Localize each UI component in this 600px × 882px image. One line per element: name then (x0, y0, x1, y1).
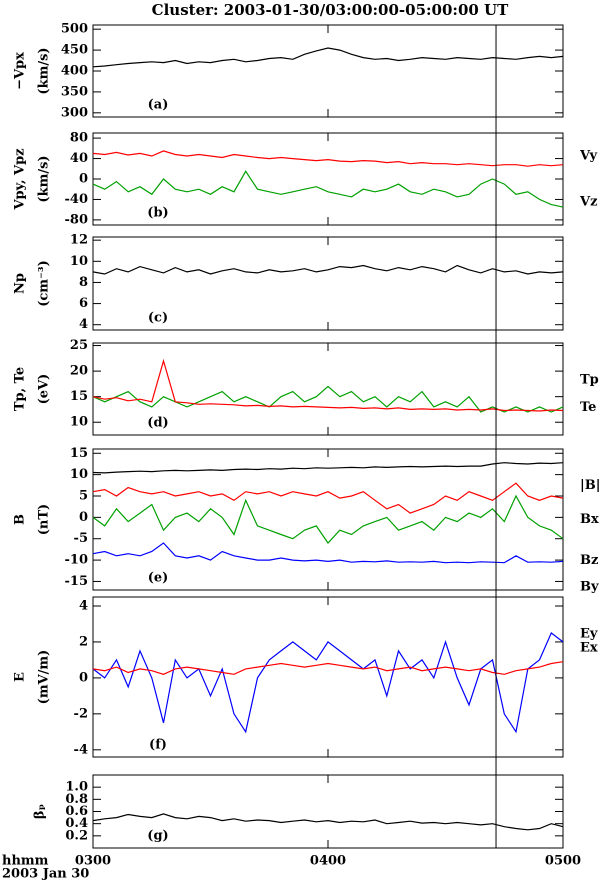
y-tick-label: 0 (79, 670, 88, 685)
legend-label: Vy (579, 149, 598, 164)
y-tick-label: 2 (79, 634, 88, 649)
y-tick-label: -5 (74, 531, 88, 546)
legend-label: Te (580, 400, 596, 415)
y-tick-label: 350 (61, 84, 88, 99)
series-line (92, 813, 564, 831)
y-tick-label: 500 (61, 22, 88, 37)
panel-label: (c) (148, 311, 168, 326)
panel-label: (d) (147, 416, 168, 431)
legend-label: By (580, 580, 599, 595)
y-tick-label: 450 (61, 43, 88, 58)
panel-label: (e) (148, 571, 169, 586)
series-line (92, 358, 564, 412)
panel-frame (92, 596, 564, 758)
y-tick-label: 10 (70, 415, 88, 430)
y-axis-label: E (13, 672, 28, 682)
series-line (92, 661, 564, 675)
y-tick-label: -15 (65, 574, 89, 589)
x-tick-label: 0300 (75, 854, 111, 869)
series-line (92, 462, 564, 474)
y-tick-label: 12 (70, 233, 88, 248)
legend-label: Vz (579, 195, 597, 210)
y-tick-label: -4 (74, 742, 88, 757)
legend-label: Ey (580, 626, 598, 641)
y-axis-label: (cm⁻³) (37, 260, 52, 307)
y-axis-label: Vpy, Vpz (13, 148, 28, 210)
y-axis-label: B (13, 514, 28, 525)
y-tick-label: -10 (65, 553, 89, 568)
y-tick-label: 8 (79, 275, 88, 290)
y-tick-label: 0.4 (65, 816, 88, 831)
legend-label: Bz (580, 553, 598, 568)
series-line (92, 494, 564, 544)
chart-title: Cluster: 2003-01-30/03:00:00-05:00:00 UT (152, 1, 509, 19)
y-tick-label: 0 (79, 172, 88, 187)
x-axis-label: 2003 Jan 30 (2, 867, 89, 882)
panel-label: (f) (149, 738, 167, 753)
y-axis-label: Tp, Te (13, 367, 28, 411)
y-tick-label: 20 (70, 364, 88, 379)
legend-label: |B| (580, 478, 600, 493)
y-tick-label: 15 (70, 446, 88, 461)
panel-label: (g) (147, 829, 168, 844)
y-tick-label: 0.8 (65, 792, 88, 807)
y-tick-label: 1.0 (65, 780, 88, 795)
y-tick-label: 80 (70, 131, 88, 146)
panel-label: (b) (147, 206, 168, 221)
y-axis-label: (eV) (37, 374, 52, 405)
y-tick-label: 0.6 (65, 804, 88, 819)
series-line (92, 170, 564, 208)
y-axis-label: −Vpx (13, 52, 28, 90)
legend-label: Bx (580, 512, 599, 527)
y-tick-label: 4 (79, 317, 88, 332)
y-tick-label: -2 (74, 706, 88, 721)
y-tick-label: 6 (79, 296, 88, 311)
y-tick-label: 300 (61, 105, 88, 120)
legend-label: Ex (580, 641, 598, 656)
x-axis-label: hhmm (2, 854, 49, 869)
y-axis-label: (nT) (37, 504, 52, 535)
y-axis-label: (km/s) (37, 47, 52, 94)
series-line (92, 632, 564, 734)
y-tick-label: 10 (70, 254, 88, 269)
y-axis-label: (km/s) (37, 155, 52, 202)
y-axis-label: Np (13, 273, 28, 294)
y-tick-label: 0 (79, 510, 88, 525)
legend-label: Tp (580, 372, 599, 387)
y-tick-label: -80 (65, 212, 89, 227)
y-axis-label: βₚ (33, 804, 48, 819)
y-axis-label: (mV/m) (37, 650, 52, 705)
y-tick-label: 40 (70, 151, 88, 166)
series-line (92, 150, 564, 167)
y-tick-label: 15 (70, 389, 88, 404)
panel-label: (a) (148, 98, 169, 113)
panel-frame (92, 448, 564, 591)
series-line (92, 542, 564, 564)
y-tick-label: 25 (70, 338, 88, 353)
y-tick-label: 400 (61, 64, 88, 79)
x-tick-label: 0400 (310, 854, 346, 869)
y-tick-label: 0.2 (65, 828, 88, 843)
y-tick-label: 10 (70, 467, 88, 482)
y-tick-label: 5 (79, 489, 88, 504)
series-line (92, 385, 564, 413)
series-line (92, 47, 564, 68)
x-tick-label: 0500 (545, 854, 581, 869)
y-tick-label: 4 (79, 598, 88, 613)
series-line (92, 264, 564, 275)
y-tick-label: -40 (65, 192, 89, 207)
series-line (92, 482, 564, 514)
